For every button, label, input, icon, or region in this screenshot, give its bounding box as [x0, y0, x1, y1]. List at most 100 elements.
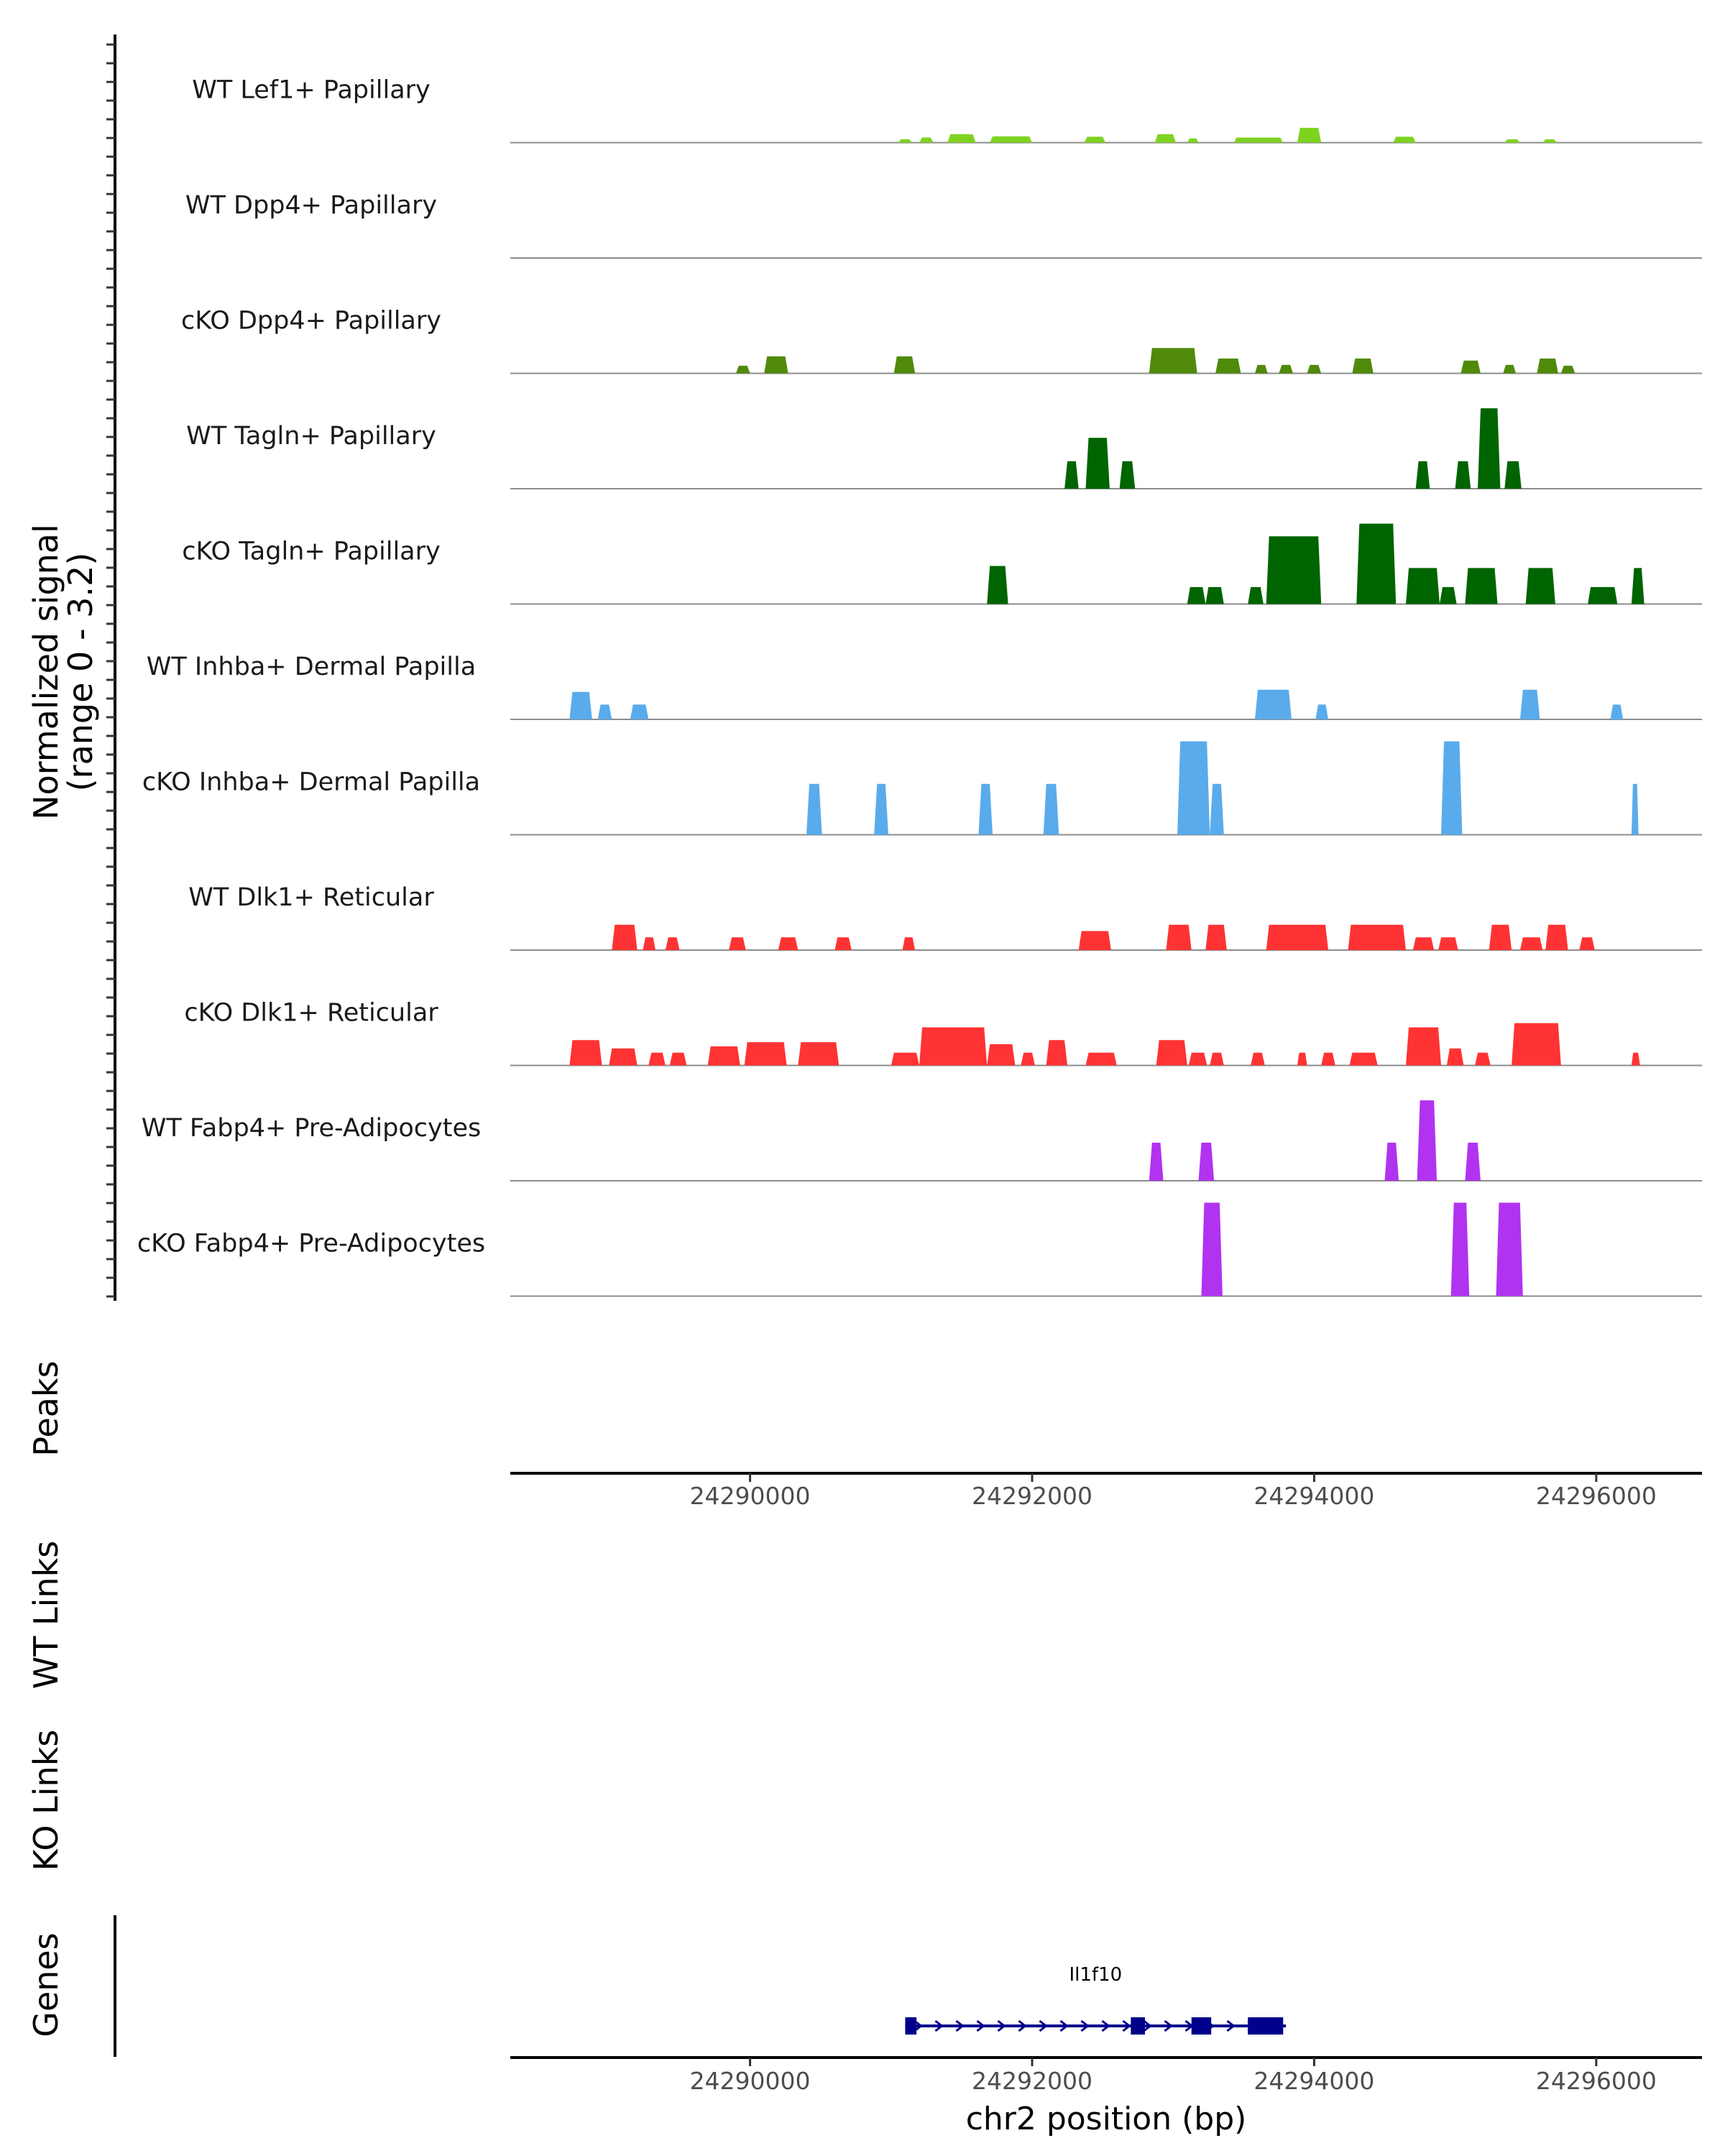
coverage-peak [1519, 937, 1543, 950]
coverage-peak [1465, 1143, 1481, 1181]
coverage-peak [1297, 127, 1322, 143]
track-label: cKO Fabp4+ Pre-Adipocytes [137, 1230, 485, 1258]
coverage-peak [1205, 924, 1227, 950]
coverage-peak [643, 937, 656, 950]
coverage-peak [665, 937, 680, 950]
track-label: cKO Dpp4+ Papillary [181, 307, 441, 336]
coverage-tracks: WT Lef1+ Papillary WT Dpp4+ Papillary cKO … [137, 76, 1702, 1297]
coverage-peak [1489, 924, 1512, 950]
coverage-peak [1446, 1048, 1464, 1066]
coverage-peak [1610, 704, 1624, 719]
coverage-peak [1064, 461, 1079, 489]
track-label: WT Tagln+ Papillary [186, 422, 436, 451]
coverage-peak [1085, 1052, 1117, 1066]
coverage-peak [1297, 1052, 1307, 1066]
coverage-peak [1545, 924, 1568, 950]
coverage-peak [1321, 1052, 1335, 1066]
genes-panel-label: Genes [27, 1932, 65, 2037]
coverage-peak [735, 365, 750, 374]
gene-strand-arrow [1018, 2019, 1027, 2032]
genes-x-axis-ticks: 24290000 24292000 24294000 24296000 [690, 2058, 1657, 2095]
signal-axis-ticks [106, 43, 115, 1298]
coverage-peak [1255, 689, 1292, 719]
x-axis-tick-label: 24290000 [690, 2067, 811, 2095]
coverage-peak [1315, 704, 1328, 719]
gene-strand-arrow [1122, 2019, 1131, 2032]
coverage-peak [898, 139, 913, 143]
coverage-peak [1475, 1052, 1491, 1066]
coverage-peak [1631, 783, 1639, 835]
track-3: cKO Dpp4+ Papillary [181, 307, 1702, 374]
coverage-peak [1046, 1040, 1067, 1066]
gene-exon [905, 2017, 917, 2035]
track-9: cKO Dlk1+ Reticular [184, 999, 1702, 1067]
coverage-peak [729, 937, 746, 950]
gene-model-il1f10 [905, 2017, 1287, 2035]
coverage-peak [1266, 924, 1328, 950]
coverage-peak [1504, 461, 1522, 489]
coverage-peak [1119, 461, 1136, 489]
coverage-peak [1154, 134, 1177, 143]
coverage-peak [1255, 364, 1268, 374]
peaks-x-axis-ticks: 24290000 24292000 24294000 24296000 [690, 1473, 1657, 1510]
coverage-peak [1412, 937, 1435, 950]
track-label: WT Dpp4+ Papillary [185, 191, 437, 220]
x-axis-tick-label: 24290000 [690, 1482, 811, 1510]
coverage-peak [1588, 586, 1618, 604]
signal-axis-label-line1: Normalized signal [27, 524, 65, 820]
track-label: cKO Tagln+ Papillary [182, 538, 441, 566]
coverage-peak [764, 356, 788, 374]
coverage-peak [1205, 586, 1224, 604]
track-label: cKO Dlk1+ Reticular [184, 999, 438, 1028]
coverage-peak [669, 1052, 687, 1066]
coverage-peak [1215, 358, 1241, 374]
coverage-peak [1251, 1052, 1265, 1066]
track-11: cKO Fabp4+ Pre-Adipocytes [137, 1202, 1702, 1297]
track-10: WT Fabp4+ Pre-Adipocytes [142, 1100, 1702, 1181]
coverage-peak [1415, 461, 1430, 489]
coverage-peak [1519, 689, 1540, 719]
coverage-peak [1156, 1040, 1187, 1066]
coverage-peak [1438, 937, 1458, 950]
gene-strand-arrow [955, 2019, 965, 2032]
coverage-peak [990, 136, 1032, 143]
gene-strand-arrow [976, 2019, 985, 2032]
coverage-peak [1187, 138, 1199, 143]
coverage-peak [1384, 1143, 1399, 1181]
coverage-peak [609, 1048, 638, 1066]
track-label: WT Lef1+ Papillary [192, 76, 431, 105]
coverage-peak [1542, 139, 1557, 143]
gene-exon [1248, 2017, 1284, 2035]
coverage-peak [834, 937, 852, 950]
coverage-peak [1504, 139, 1520, 143]
coverage-peak [648, 1052, 666, 1066]
x-axis-tick-label: 24292000 [972, 1482, 1092, 1510]
coverage-peak [1149, 348, 1197, 374]
coverage-peak [1503, 364, 1516, 374]
coverage-peak [1349, 1052, 1378, 1066]
coverage-peak [987, 1044, 1016, 1066]
track-4: WT Tagln+ Papillary [186, 408, 1702, 489]
coverage-peak [1393, 137, 1416, 143]
coverage-peak [1085, 438, 1110, 489]
wt-links-panel-label: WT Links [27, 1541, 65, 1689]
coverage-peak [1560, 365, 1576, 374]
coverage-peak [1348, 924, 1406, 950]
coverage-peak [1465, 568, 1498, 604]
coverage-peak [947, 134, 976, 143]
coverage-peak [1478, 408, 1501, 489]
coverage-peak [1417, 1100, 1438, 1181]
coverage-peak [1187, 586, 1206, 604]
track-label: cKO Inhba+ Dermal Papilla [142, 768, 480, 797]
track-1: WT Lef1+ Papillary [192, 76, 1702, 144]
track-8: WT Dlk1+ Reticular [188, 883, 1702, 951]
coverage-peak [806, 783, 822, 835]
track-label: WT Fabp4+ Pre-Adipocytes [142, 1114, 481, 1143]
x-axis-tick-label: 24294000 [1254, 2067, 1374, 2095]
coverage-peak [569, 691, 592, 719]
coverage-peak [1512, 1023, 1561, 1066]
coverage-peak [978, 783, 993, 835]
peaks-panel-label: Peaks [27, 1360, 65, 1456]
coverage-peak [1166, 924, 1192, 950]
coverage-peak [1352, 358, 1374, 374]
